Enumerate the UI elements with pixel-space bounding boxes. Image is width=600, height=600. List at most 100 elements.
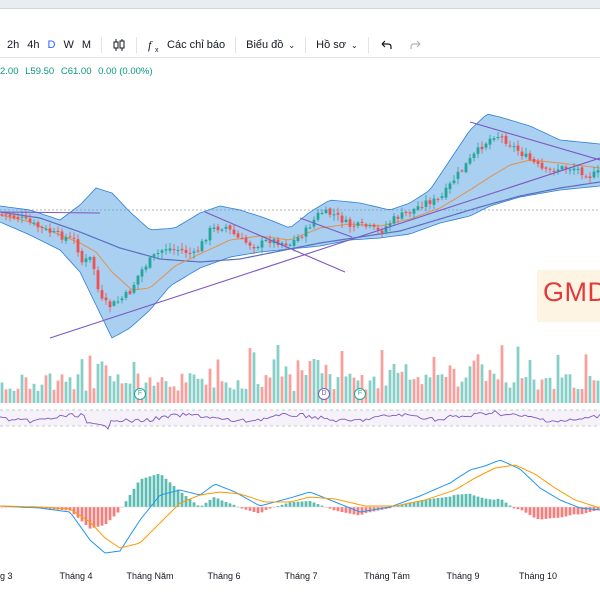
macd-histogram-bar bbox=[348, 507, 352, 514]
ohlc-low: L59.50 bbox=[25, 66, 55, 77]
volume-bar bbox=[120, 383, 124, 403]
macd-histogram-bar bbox=[84, 507, 88, 525]
candle-body bbox=[12, 215, 16, 218]
timeframe-2h[interactable]: 2h bbox=[7, 39, 20, 51]
chart-type-button[interactable] bbox=[108, 34, 130, 56]
volume-bar bbox=[428, 377, 432, 403]
macd-histogram-bar bbox=[40, 507, 44, 509]
volume-bar bbox=[412, 379, 416, 403]
svg-text:x: x bbox=[155, 47, 159, 53]
candle-body bbox=[456, 171, 460, 179]
macd-histogram-bar bbox=[292, 502, 296, 507]
volume-bar bbox=[248, 348, 252, 403]
macd-histogram-bar bbox=[100, 507, 104, 526]
volume-bar bbox=[4, 389, 8, 403]
macd-histogram-bar bbox=[164, 478, 168, 507]
volume-bar bbox=[492, 373, 496, 403]
timeframe-d[interactable]: D bbox=[47, 39, 56, 51]
macd-histogram-bar bbox=[584, 507, 588, 514]
volume-bar bbox=[440, 374, 444, 403]
candle-body bbox=[292, 239, 296, 246]
profile-menu-button[interactable]: Hồ sơ ⌄ bbox=[312, 34, 362, 56]
macd-histogram-bar bbox=[176, 489, 180, 507]
x-tick: Tháng 10 bbox=[518, 571, 558, 581]
volume-bar bbox=[564, 374, 568, 403]
volume-bar bbox=[416, 377, 420, 403]
volume-bar bbox=[372, 376, 376, 403]
undo-button[interactable] bbox=[375, 34, 397, 56]
earnings-marker[interactable]: F bbox=[354, 388, 366, 400]
volume-bar bbox=[588, 376, 592, 403]
volume-bar bbox=[228, 387, 232, 403]
signal-line bbox=[0, 464, 600, 549]
volume-bar bbox=[584, 354, 588, 403]
volume-bar bbox=[92, 388, 96, 403]
bollinger-band-fill bbox=[0, 114, 600, 338]
candle-body bbox=[540, 162, 544, 169]
earnings-marker[interactable]: F bbox=[134, 388, 146, 400]
timeframe-m[interactable]: M bbox=[81, 39, 92, 51]
candle-body bbox=[36, 222, 40, 228]
candle-body bbox=[304, 227, 308, 237]
volume-bar bbox=[472, 360, 476, 403]
macd-histogram-bar bbox=[304, 501, 308, 507]
macd-histogram-bar bbox=[184, 496, 188, 507]
ohlc-high: 2.00 bbox=[0, 66, 19, 77]
candle-body bbox=[136, 275, 140, 285]
volume-bar bbox=[344, 376, 348, 403]
dividend-marker[interactable]: D bbox=[318, 388, 330, 400]
macd-histogram-bar bbox=[264, 507, 268, 510]
volume-bar bbox=[128, 383, 132, 403]
volume-bar bbox=[256, 384, 260, 403]
candle-body bbox=[576, 168, 580, 170]
volume-bar bbox=[500, 345, 504, 403]
macd-histogram-bar bbox=[428, 499, 432, 507]
ohlc-close: C61.00 bbox=[60, 66, 92, 77]
candle-body bbox=[328, 208, 332, 215]
macd-histogram-bar bbox=[112, 507, 116, 517]
chart-menu-button[interactable]: Biểu đồ ⌄ bbox=[242, 34, 299, 56]
volume-bar bbox=[456, 386, 460, 403]
trend-lines[interactable] bbox=[0, 121, 600, 339]
candle-body bbox=[60, 231, 64, 240]
volume-bar bbox=[116, 374, 120, 403]
timeframe-w[interactable]: W bbox=[63, 39, 74, 51]
volume-bar bbox=[364, 389, 368, 403]
candle-body bbox=[88, 257, 92, 260]
timeframe-4h[interactable]: 4h bbox=[27, 39, 40, 51]
volume-bar bbox=[448, 365, 452, 403]
volume-bar bbox=[176, 390, 180, 403]
candle-body bbox=[56, 230, 60, 232]
macd-histogram-bar bbox=[500, 499, 504, 507]
macd-histogram-bar bbox=[68, 507, 72, 511]
volume-bar bbox=[436, 374, 440, 403]
candle-body bbox=[28, 218, 32, 223]
candle-body bbox=[140, 269, 144, 277]
macd-histogram-bar bbox=[392, 506, 396, 507]
redo-button[interactable] bbox=[405, 34, 427, 56]
candle-body bbox=[396, 216, 400, 219]
candle-body bbox=[68, 236, 72, 238]
candle-body bbox=[560, 166, 564, 170]
candle-body bbox=[372, 224, 376, 227]
macd-histogram-bar bbox=[152, 475, 156, 507]
candle-body bbox=[400, 212, 404, 219]
macd-histogram-bar bbox=[436, 498, 440, 507]
ohlc-change: 0.00 (0.00%) bbox=[98, 66, 153, 77]
candle-body bbox=[96, 270, 100, 290]
candle-body bbox=[480, 146, 484, 150]
candle-body bbox=[444, 187, 448, 198]
macd-histogram-bar bbox=[192, 502, 196, 507]
candle-body bbox=[488, 138, 492, 145]
candle-body bbox=[428, 200, 432, 204]
candle-body bbox=[432, 198, 436, 205]
macd-histogram-bar bbox=[536, 507, 540, 519]
candle-body bbox=[460, 170, 464, 172]
volume-bar bbox=[316, 360, 320, 403]
ohlc-legend: 2.00 L59.50 C61.00 0.00 (0.00%) bbox=[0, 66, 157, 77]
volume-bar bbox=[304, 375, 308, 403]
volume-bar bbox=[392, 364, 396, 403]
candle-body bbox=[516, 145, 520, 151]
